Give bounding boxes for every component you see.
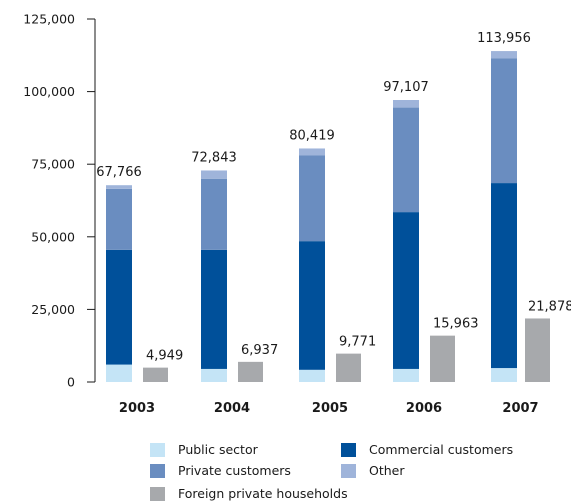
- legend-item-commercial-customers: Commercial customers: [341, 442, 513, 457]
- y-tick-label: 100,000: [23, 84, 75, 99]
- legend-item-foreign-private-households: Foreign private households: [150, 486, 348, 501]
- y-axis: 0 25,000 50,000 75,000 100,000 125,000: [23, 12, 96, 390]
- bar-segment: [393, 212, 419, 369]
- data-labels: 67,766 4,949 2003 72,843 6,937 2004 80,419 9,77…: [96, 31, 571, 416]
- bar-segment: [393, 107, 419, 213]
- bar-segment: [491, 368, 517, 382]
- x-category-label: 2007: [502, 401, 538, 416]
- side-bar-label: 21,878: [528, 299, 571, 314]
- legend-item-other: Other: [341, 463, 405, 478]
- legend-swatch-foreign-private-households: [150, 486, 165, 501]
- bar-foreign-households: [336, 353, 361, 382]
- bar-foreign-households: [525, 318, 550, 382]
- stack-total-label: 113,956: [477, 31, 531, 46]
- bar-segment: [106, 185, 132, 189]
- y-tick-label: 50,000: [31, 229, 75, 244]
- legend-swatch-other: [341, 463, 356, 478]
- bar-segment: [201, 178, 227, 250]
- legend-item-private-customers: Private customers: [150, 463, 291, 478]
- bar-segment: [106, 249, 132, 365]
- side-bar-label: 4,949: [146, 349, 183, 364]
- legend-label: Other: [369, 463, 405, 478]
- side-bar-label: 9,771: [339, 335, 376, 350]
- y-tick-label: 125,000: [23, 12, 75, 27]
- bar-segment: [106, 188, 132, 250]
- side-bar-label: 15,963: [433, 317, 479, 332]
- bar-segment: [491, 58, 517, 184]
- y-tick-label: 75,000: [31, 157, 75, 172]
- side-bar-label: 6,937: [241, 343, 278, 358]
- legend-swatch-public-sector: [150, 442, 165, 457]
- bar-segment: [393, 100, 419, 108]
- legend-swatch-private-customers: [150, 463, 165, 478]
- stack-total-label: 97,107: [383, 80, 429, 95]
- bar-foreign-households: [430, 335, 455, 382]
- stack-total-label: 67,766: [96, 165, 142, 180]
- bar-segment: [201, 249, 227, 369]
- y-tick-label: 0: [67, 375, 75, 390]
- bar-segment: [299, 241, 325, 370]
- legend-swatch-commercial-customers: [341, 442, 356, 457]
- x-category-label: 2003: [119, 401, 155, 416]
- bar-segment: [491, 51, 517, 59]
- legend-label: Public sector: [178, 442, 258, 457]
- legend-label: Foreign private households: [178, 486, 348, 501]
- y-tick-label: 25,000: [31, 302, 75, 317]
- legend-item-public-sector: Public sector: [150, 442, 258, 457]
- bar-segment: [299, 148, 325, 156]
- bar-segment: [299, 369, 325, 382]
- bar-segment: [299, 155, 325, 242]
- stack-total-label: 72,843: [191, 150, 237, 165]
- stack-total-label: 80,419: [289, 128, 335, 143]
- bar-segment: [106, 364, 132, 382]
- legend-label: Commercial customers: [369, 442, 514, 457]
- bar-segment: [201, 170, 227, 179]
- x-category-label: 2004: [214, 401, 250, 416]
- bar-segment: [491, 183, 517, 369]
- legend-label: Private customers: [178, 463, 291, 478]
- x-category-label: 2005: [312, 401, 348, 416]
- bar-foreign-households: [143, 367, 168, 382]
- bar-foreign-households: [238, 361, 263, 382]
- bar-segment: [201, 368, 227, 382]
- bars: [106, 51, 550, 382]
- x-category-label: 2006: [406, 401, 442, 416]
- bar-segment: [393, 368, 419, 382]
